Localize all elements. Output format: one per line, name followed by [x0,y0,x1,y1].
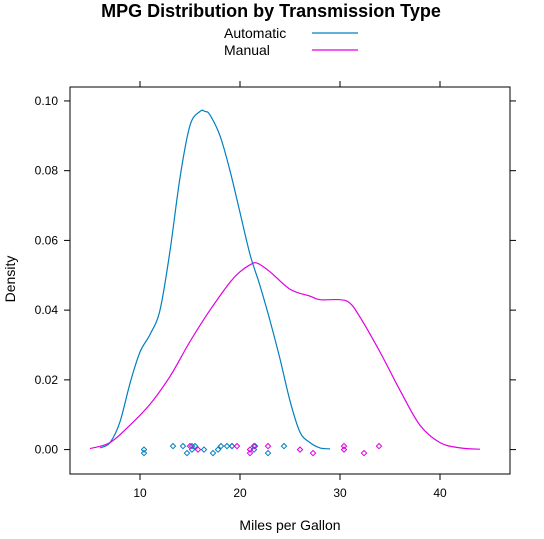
legend-label-manual: Manual [224,42,270,58]
rug-point-manual [246,449,254,457]
rug-point-automatic [228,442,236,450]
rug-point-manual [233,442,241,450]
y-tick-label: 0.02 [35,373,59,387]
y-tick-label: 0.06 [35,233,59,247]
plot-frame [69,86,511,475]
rug-point-automatic [140,446,148,453]
rug-point-automatic [251,442,259,450]
x-tick-label: 10 [133,486,147,500]
rug-point-automatic [179,442,187,450]
x-tick-label: 30 [333,486,347,500]
rug-point-manual [246,446,254,453]
y-axis-label: Density [2,256,18,303]
y-tick-label: 0.08 [35,164,59,178]
x-tick-label: 20 [233,486,247,500]
rug-point-automatic [264,449,272,457]
y-tick-label: 0.00 [35,443,59,457]
series-lines [89,109,481,450]
rug-points [140,442,383,457]
rug-point-automatic [140,449,148,457]
y-tick-label: 0.10 [35,94,59,108]
rug-point-manual [264,442,272,450]
legend-label-automatic: Automatic [224,25,286,41]
rug-point-automatic [280,442,288,450]
rug-point-manual [340,446,348,453]
rug-point-automatic [191,442,199,450]
rug-point-automatic [169,442,177,450]
rug-point-automatic [209,449,217,457]
rug-point-manual [250,442,258,450]
rug-point-manual [360,449,368,457]
rug-point-manual [340,442,348,450]
rug-point-manual [309,449,317,457]
rug-point-manual [194,446,202,453]
series-line-manual [89,262,481,450]
y-tick-label: 0.04 [35,303,59,317]
rug-point-manual [375,442,383,450]
series-line-automatic [99,109,331,450]
x-axis-label: Miles per Gallon [239,517,340,533]
axis-ticks: 10 20 30 40 0.00 0.02 0.04 0.06 0.08 0.10 [35,81,516,500]
rug-point-automatic [223,442,231,450]
rug-point-automatic [183,449,191,457]
rug-point-manual [296,446,304,453]
rug-point-automatic [214,446,222,453]
x-tick-label: 40 [433,486,447,500]
rug-point-manual [186,442,194,450]
chart-title: MPG Distribution by Transmission Type [101,1,441,21]
rug-point-automatic [217,442,225,450]
rug-point-automatic [200,446,208,453]
